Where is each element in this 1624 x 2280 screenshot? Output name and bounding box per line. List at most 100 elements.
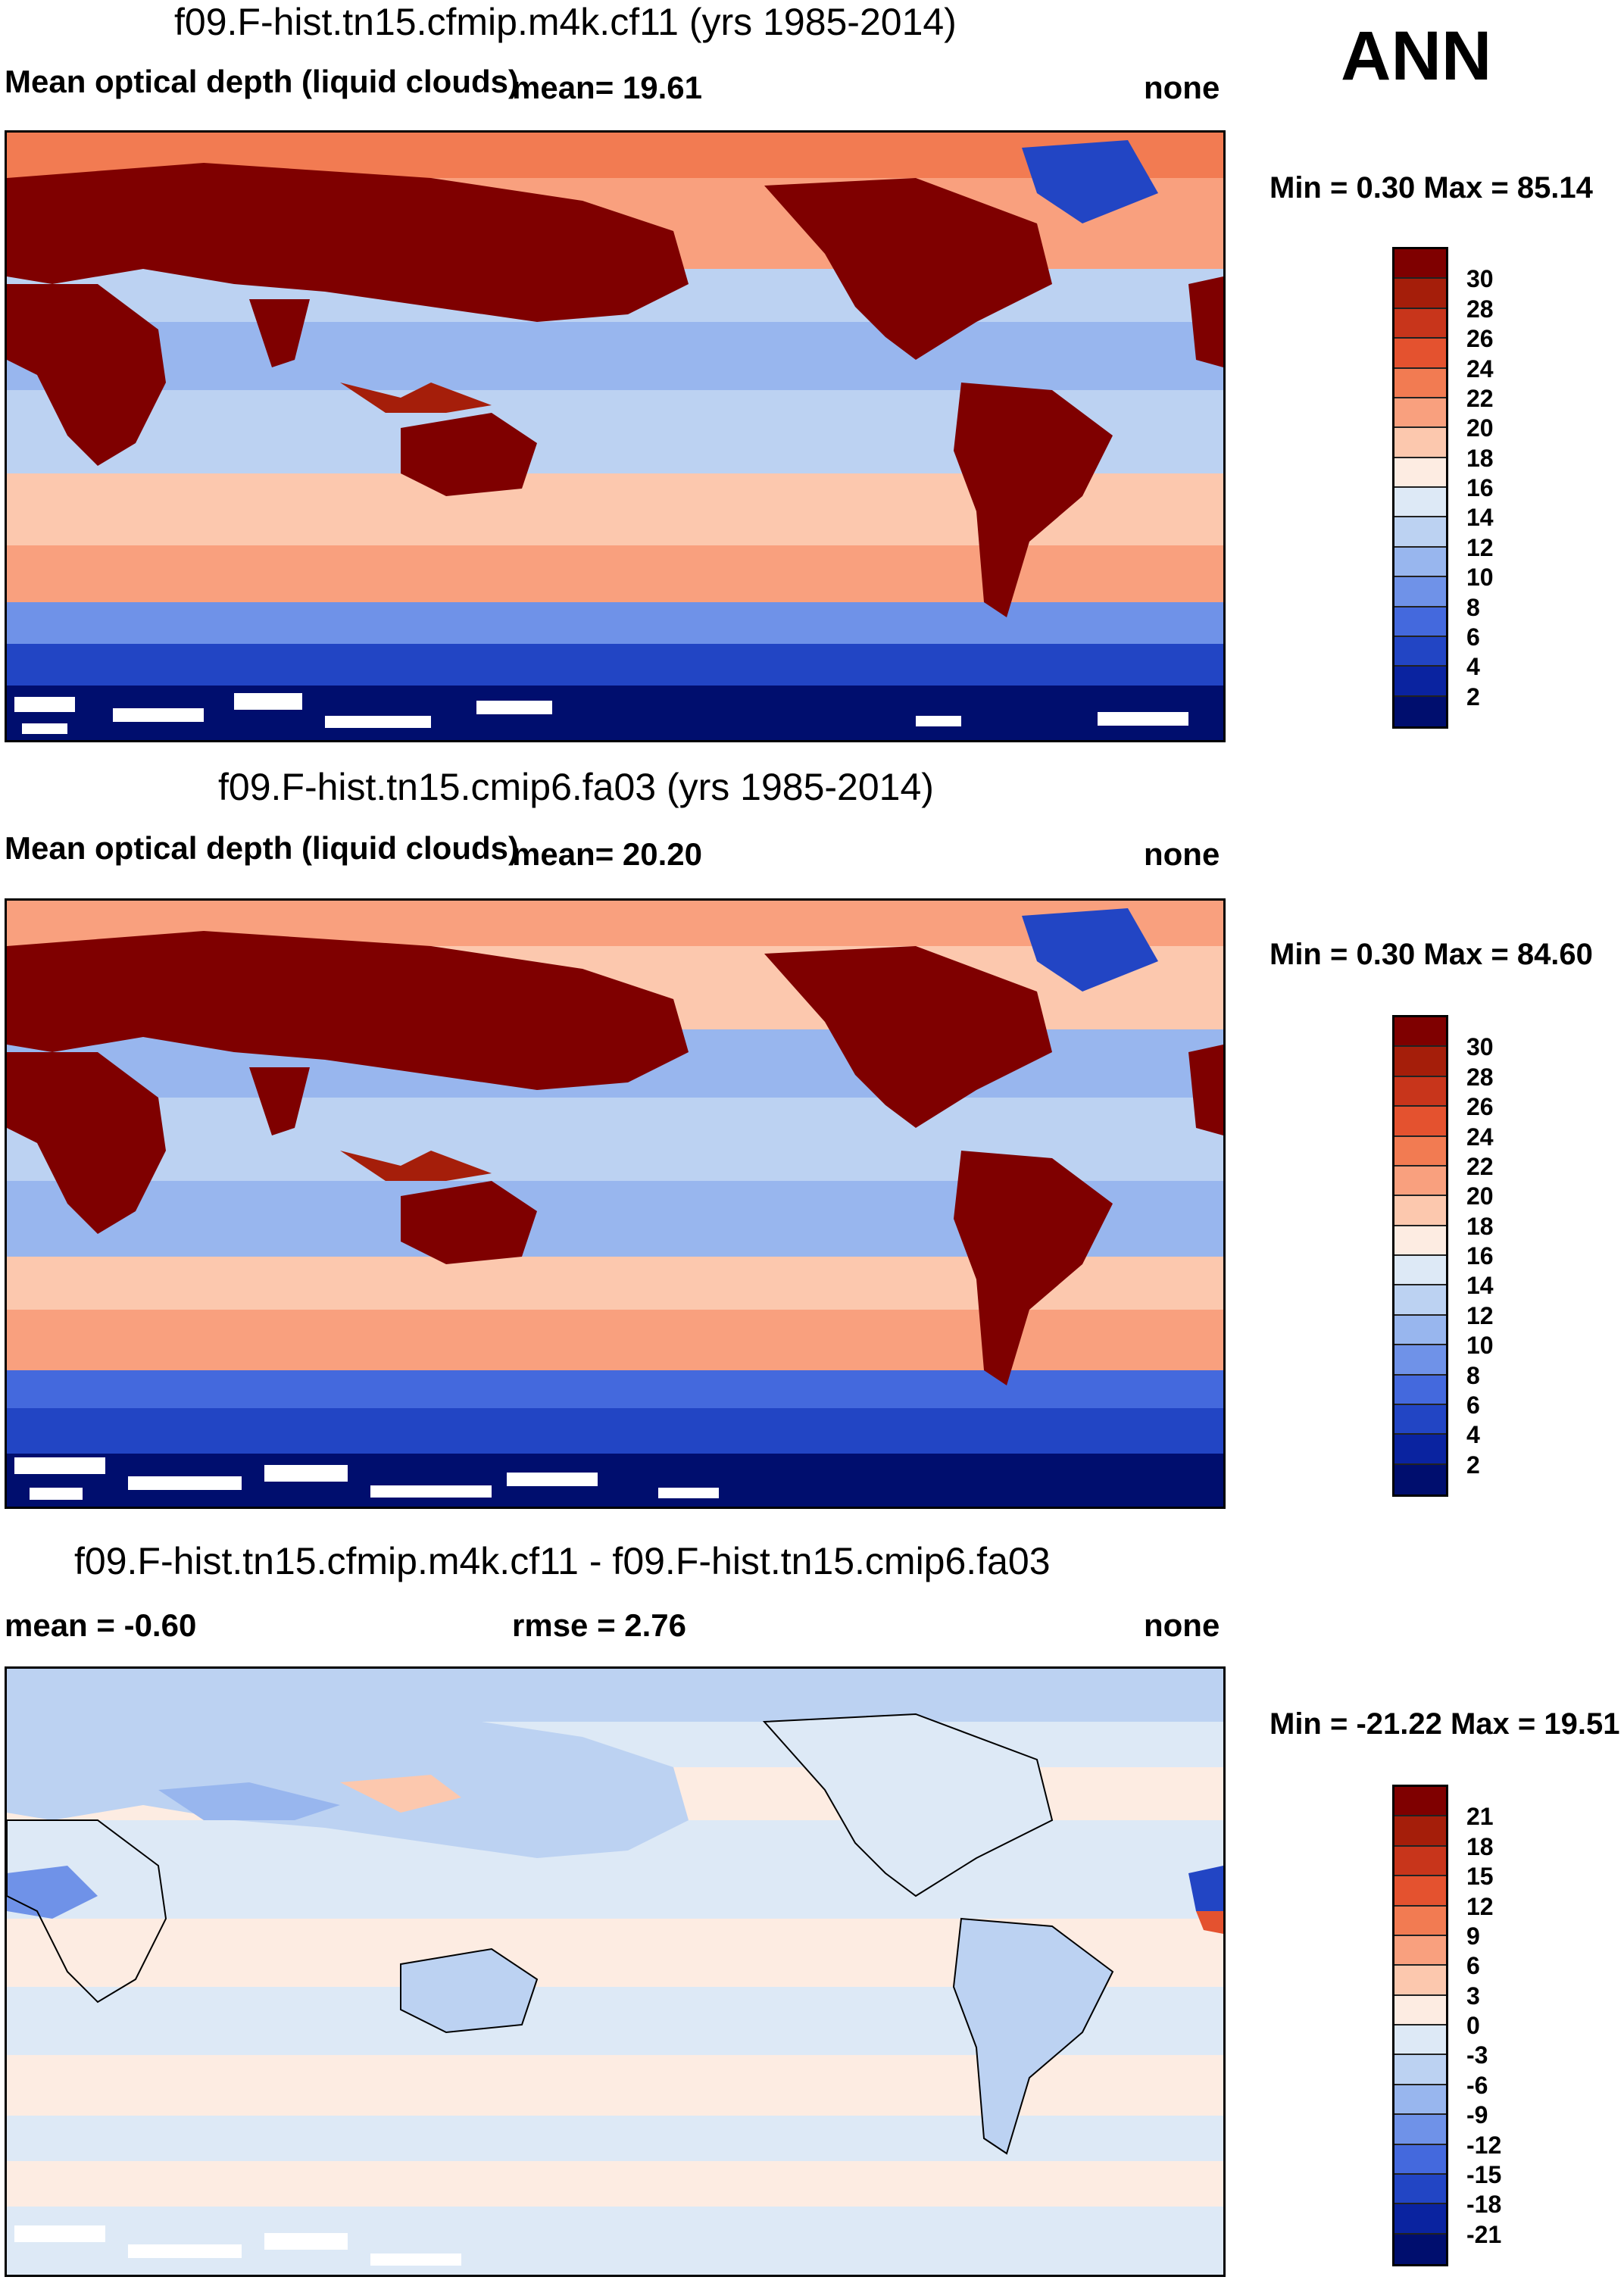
panel2-australia [401, 1181, 537, 1264]
panel1-colorbar-tick-label: 18 [1466, 444, 1494, 472]
panel1-colorbar-tick-label: 20 [1466, 414, 1494, 442]
panel3-colorbar-tick-label: 15 [1466, 1863, 1494, 1891]
panel3-north-america [762, 1713, 1054, 1897]
panel2-colorbar-tick-label: 28 [1466, 1063, 1494, 1091]
panel2-colorbar-swatch [1394, 1047, 1446, 1077]
panel1-colorbar-swatch [1394, 547, 1446, 578]
panel3-africa-east-positive [1196, 1911, 1223, 1934]
panel1-colorbar-tick-label: 16 [1466, 474, 1494, 501]
panel1-map-svg [7, 133, 1223, 740]
panel2-colorbar-swatch [1394, 1315, 1446, 1346]
panel1-colorbar-swatch [1394, 398, 1446, 429]
panel3-colorbar-tick-label: -6 [1466, 2071, 1488, 2099]
panel2-africa [7, 1052, 166, 1234]
panel2-colorbar-swatch [1394, 1226, 1446, 1256]
panel3-title: f09.F-hist.tn15.cfmip.m4k.cf11 - f09.F-h… [74, 1540, 1051, 1582]
panel3-south-america [952, 1917, 1114, 2155]
panel2-india [249, 1067, 310, 1135]
panel1-colorbar-swatch [1394, 607, 1446, 637]
panel3-colorbar-swatch [1394, 1995, 1446, 2025]
panel3-colorbar-tick-label: -3 [1466, 2041, 1488, 2069]
panel2-colorbar-swatch [1394, 1256, 1446, 1286]
panel1-colorbar-swatch [1394, 488, 1446, 518]
panel3-colorbar-swatch [1394, 2115, 1446, 2145]
panel1-colorbar-tick-label: 24 [1466, 354, 1494, 383]
panel3-rmse: rmse = 2.76 [512, 1607, 687, 1643]
panel1-africa-east-edge [1188, 276, 1223, 367]
panel2-title: f09.F-hist.tn15.cmip6.fa03 (yrs 1985-201… [218, 766, 934, 808]
panel1-antarctica-band [7, 686, 1223, 740]
panel1-title: f09.F-hist.tn15.cfmip.m4k.cf11 (yrs 1985… [174, 1, 957, 43]
panel1-greenland [1022, 140, 1158, 223]
panel3-west-africa-negative [7, 1866, 98, 1919]
panel2-colorbar-swatch [1394, 1107, 1446, 1137]
panel3-map-svg [7, 1669, 1223, 2275]
panel1-colorbar-tick-label: 2 [1466, 682, 1480, 711]
panel2-colorbar-tick-label: 6 [1466, 1391, 1480, 1419]
panel3-colorbar-swatch [1394, 2234, 1446, 2264]
panel3-australia [400, 1947, 539, 2034]
panel2-colorbar-tick-label: 24 [1466, 1123, 1494, 1151]
panel2-south-america [954, 1151, 1113, 1385]
panel2-variable: Mean optical depth (liquid clouds) [5, 830, 519, 866]
panel2-colorbar-swatch [1394, 1285, 1446, 1316]
panel3-colorbar-swatch [1394, 1816, 1446, 1847]
panel1-missing-data [14, 693, 1188, 734]
panel3-tibet-positive [340, 1775, 461, 1813]
panel1-north-america [764, 178, 1052, 360]
panel2-colorbar-swatch [1394, 1464, 1446, 1494]
panel3-colorbar-swatch [1394, 2085, 1446, 2116]
panel1-antarctic-coast-band [7, 644, 1223, 686]
panel1-units: none [1144, 70, 1220, 105]
panel2-colorbar-swatch [1394, 1076, 1446, 1107]
panel1-colorbar-swatch [1394, 368, 1446, 398]
panel1-colorbar-tick-label: 26 [1466, 325, 1494, 353]
panel1-variable: Mean optical depth (liquid clouds) [5, 64, 519, 99]
panel2-map [5, 898, 1226, 1509]
panel2-africa-east-edge [1188, 1045, 1223, 1135]
panel3-colorbar-tick-label: 0 [1466, 2012, 1480, 2039]
panel1-colorbar-tick-label: 14 [1466, 504, 1494, 532]
panel1-colorbar-swatch [1394, 308, 1446, 339]
panel1-colorbar-tick-label: 12 [1466, 533, 1494, 561]
panel3-colorbar-swatch [1394, 1846, 1446, 1877]
panel3-colorbar-swatch [1394, 2055, 1446, 2085]
panel1-eurasia [7, 163, 689, 322]
panel2-north-america [764, 946, 1052, 1128]
panel2-colorbar-tick-label: 30 [1466, 1033, 1494, 1061]
panel3-colorbar-tick-label: -9 [1466, 2101, 1488, 2129]
panel1-colorbar-swatch [1394, 249, 1446, 280]
panel2-colorbar-swatch [1394, 1435, 1446, 1465]
panel1-colorbar-swatch [1394, 339, 1446, 369]
panel2-units: none [1144, 836, 1220, 872]
panel2-mean: mean= 20.20 [512, 836, 703, 872]
panel3-colorbar-tick-label: 9 [1466, 1922, 1480, 1950]
panel1-australia [401, 413, 537, 496]
panel3-map [5, 1666, 1226, 2277]
panel1-mean: mean= 19.61 [512, 70, 703, 105]
panel2-colorbar-swatch [1394, 1017, 1446, 1048]
panel1-colorbar-swatch [1394, 696, 1446, 726]
panel1-southern-ocean-band [7, 602, 1223, 644]
panel3-colorbar-tick-label: -12 [1466, 2131, 1502, 2159]
panel2-colorbar-tick-label: 16 [1466, 1242, 1494, 1270]
panel2-minmax: Min = 0.30 Max = 84.60 [1270, 938, 1593, 971]
panel2-colorbar-tick-label: 2 [1466, 1451, 1480, 1479]
panel3-units: none [1144, 1607, 1220, 1643]
panel2-map-svg [7, 901, 1223, 1507]
panel2-colorbar-tick-label: 20 [1466, 1182, 1494, 1210]
panel3-central-asia-negative [158, 1782, 340, 1820]
panel2-missing-data [14, 1457, 719, 1500]
panel1-storm-track-band [7, 545, 1223, 602]
panel2-colorbar-swatch [1394, 1196, 1446, 1226]
panel2-greenland [1022, 908, 1158, 992]
panel2-storm-track-band [7, 1310, 1223, 1370]
panel3-missing-data [14, 2225, 461, 2266]
panel1-colorbar-swatch [1394, 667, 1446, 697]
panel2-colorbar-tick-label: 8 [1466, 1361, 1480, 1389]
panel1-colorbar-tick-label: 28 [1466, 295, 1494, 323]
panel3-minmax: Min = -21.22 Max = 19.51 [1270, 1707, 1620, 1741]
panel3-colorbar-tick-label: 18 [1466, 1832, 1494, 1860]
panel1-colorbar-tick-label: 30 [1466, 265, 1494, 293]
panel1-minmax: Min = 0.30 Max = 85.14 [1270, 171, 1593, 205]
